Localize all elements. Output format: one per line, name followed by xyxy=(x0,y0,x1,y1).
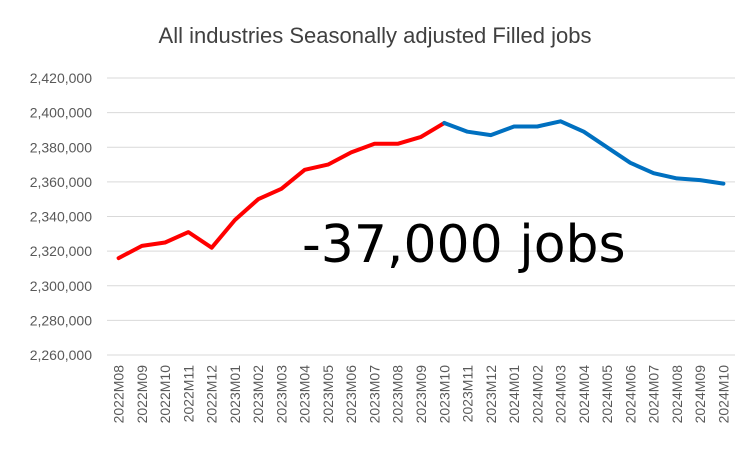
x-tick-label: 2022M09 xyxy=(134,365,150,424)
x-tick-label: 2023M11 xyxy=(460,365,476,423)
x-tick-label: 2024M09 xyxy=(692,365,708,424)
x-tick-label: 2023M05 xyxy=(320,365,336,424)
series-line-segment xyxy=(116,121,447,261)
y-tick-label: 2,260,000 xyxy=(30,347,92,363)
y-tick-label: 2,280,000 xyxy=(30,312,92,328)
series-line-segment xyxy=(442,119,726,186)
x-tick-label: 2023M09 xyxy=(413,365,429,424)
y-tick-label: 2,400,000 xyxy=(30,105,92,121)
y-tick-label: 2,300,000 xyxy=(30,278,92,294)
x-tick-label: 2023M01 xyxy=(227,365,243,424)
x-tick-label: 2022M08 xyxy=(111,365,127,424)
x-tick-label: 2024M04 xyxy=(576,365,592,424)
x-tick-label: 2024M08 xyxy=(669,365,685,424)
x-tick-label: 2024M10 xyxy=(715,365,731,424)
jobs-change-annotation: -37,000 jobs xyxy=(302,215,626,275)
x-tick-label: 2024M03 xyxy=(553,365,569,424)
x-axis-tick-labels: 2022M08 2022M09 2022M10 2022M11 2022M12 2023M… xyxy=(111,365,732,424)
x-tick-label: 2023M02 xyxy=(250,365,266,424)
x-tick-label: 2024M06 xyxy=(622,365,638,424)
x-tick-label: 2024M02 xyxy=(529,365,545,424)
x-tick-label: 2023M12 xyxy=(483,365,499,424)
y-tick-label: 2,340,000 xyxy=(30,209,92,225)
y-tick-label: 2,320,000 xyxy=(30,243,92,259)
x-tick-label: 2023M08 xyxy=(390,365,406,424)
y-tick-label: 2,380,000 xyxy=(30,139,92,155)
x-tick-label: 2022M11 xyxy=(180,365,196,423)
x-tick-label: 2024M07 xyxy=(646,365,662,424)
x-tick-label: 2023M10 xyxy=(436,365,452,424)
chart-title: All industries Seasonally adjusted Fille… xyxy=(159,23,592,48)
x-tick-label: 2023M04 xyxy=(297,365,313,424)
y-axis-tick-labels: 2,260,000 2,280,000 2,300,000 2,320,000 2,34… xyxy=(30,70,92,363)
gridlines xyxy=(107,77,735,356)
x-tick-label: 2024M01 xyxy=(506,365,522,424)
x-tick-label: 2022M10 xyxy=(157,365,173,424)
x-tick-label: 2022M12 xyxy=(204,365,220,424)
x-tick-label: 2023M06 xyxy=(343,365,359,424)
data-series xyxy=(116,119,726,261)
y-tick-label: 2,420,000 xyxy=(30,70,92,86)
x-tick-label: 2023M03 xyxy=(273,365,289,424)
x-tick-label: 2023M07 xyxy=(366,365,382,424)
x-tick-label: 2024M05 xyxy=(599,365,615,424)
y-tick-label: 2,360,000 xyxy=(30,174,92,190)
